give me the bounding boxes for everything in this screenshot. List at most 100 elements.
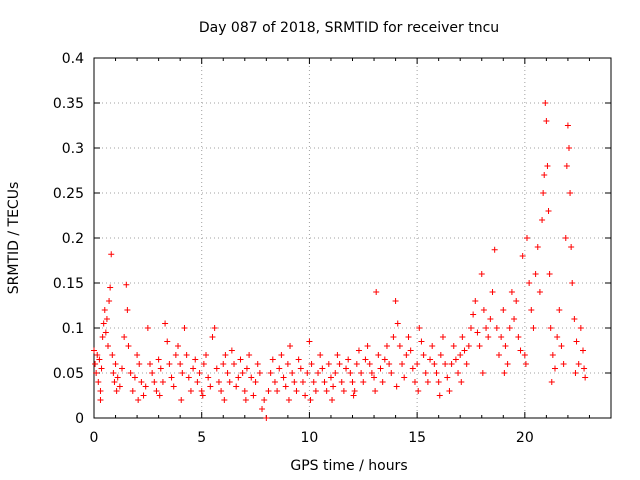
y-tick-label: 0.25 [53,186,84,202]
data-point [123,281,130,288]
data-point [323,388,330,394]
data-point [508,289,515,295]
data-point [147,361,154,367]
x-tick-label: 5 [197,430,206,446]
y-tick-label: 0.1 [62,321,84,337]
data-point [368,370,375,376]
data-point [536,289,543,295]
data-point [547,325,554,331]
data-point [325,361,332,367]
data-point [304,370,311,376]
data-point [269,356,276,363]
data-point [448,361,455,367]
data-point [119,365,126,372]
data-point [381,356,388,363]
data-point [317,352,324,358]
data-point [545,208,552,214]
data-point [393,383,400,390]
data-point [263,415,270,421]
data-point [125,343,132,349]
data-point [372,388,379,394]
data-point [343,365,350,372]
data-point [450,343,457,349]
x-axis-label: GPS time / hours [290,458,407,474]
data-point [336,361,343,367]
data-point [364,343,371,349]
data-point [289,370,296,376]
data-point [250,392,257,399]
data-point [575,361,582,367]
data-point [310,379,317,385]
data-point [362,356,369,363]
data-point [422,370,429,376]
data-point [315,370,322,376]
y-tick-label: 0.15 [53,276,84,292]
data-point [226,379,233,385]
data-point [280,374,287,381]
data-point [465,343,472,349]
data-point [546,271,553,277]
data-point [463,361,470,367]
data-point [129,388,136,394]
data-point [485,334,492,340]
data-point [319,365,326,372]
data-point [203,352,210,358]
data-point [416,325,423,331]
y-axis-label: SRMTID / TECUs [6,182,22,295]
data-point [116,383,123,390]
data-point [198,388,205,394]
data-point [542,100,549,106]
data-point [124,307,131,313]
data-point [560,361,567,367]
y-tick-label: 0.4 [62,51,84,67]
data-point [293,388,300,394]
data-point [420,352,427,358]
data-point [371,374,378,381]
data-point [544,163,551,169]
data-point [577,325,584,331]
data-point [502,343,509,349]
data-point [563,163,570,169]
data-point [261,397,268,403]
data-point [218,388,225,394]
data-point [515,334,522,340]
data-point [312,388,319,394]
data-point [347,370,354,376]
data-point [308,361,315,367]
data-point [142,383,149,390]
data-point [517,347,524,354]
axis-ticks: 0 5 10 15 20 0 0.05 0.1 0.15 0.2 0.25 0.3 0.35 0.4 [53,51,611,446]
data-point [96,356,103,363]
data-point [532,271,539,277]
data-point [530,325,537,331]
data-point [579,347,586,354]
data-point [149,370,156,376]
data-point [483,325,490,331]
data-point [565,145,572,151]
data-point [135,397,142,403]
data-point [375,352,382,358]
y-tick-label: 0.3 [62,141,84,157]
data-point [246,352,253,358]
data-point [111,379,118,385]
data-point [334,352,341,358]
data-point [353,361,360,367]
data-point [185,374,192,381]
data-point [556,307,563,313]
data-point [276,365,283,372]
data-point [472,298,479,304]
data-point [540,190,547,196]
data-point [350,392,357,399]
data-point [241,388,248,394]
data-point [237,356,244,363]
data-point [194,379,201,385]
data-point [562,235,569,241]
data-point [200,361,207,367]
data-point [358,370,365,376]
data-point [491,246,498,253]
data-point [487,316,494,322]
data-point [403,352,410,358]
data-point [231,361,238,367]
data-point [392,298,399,304]
